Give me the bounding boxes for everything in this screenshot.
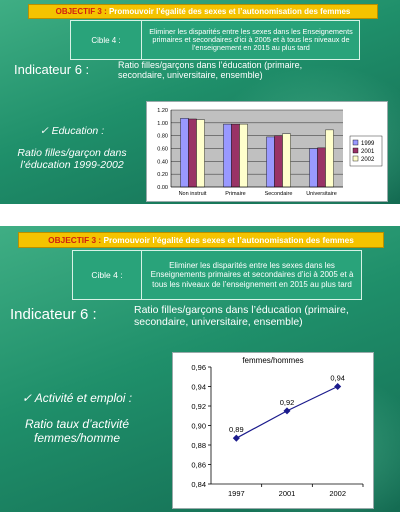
y-tick-label: 1.00 bbox=[157, 121, 168, 127]
side-heading: ✓ Activité et emploi : bbox=[21, 391, 133, 405]
target-text: Eliminer les disparités entre les sexes … bbox=[149, 26, 353, 53]
bar bbox=[282, 133, 291, 188]
bar-chart: 0.00 0.20 0.40 0.60 0.80 1.00 1.20 Non instruit… bbox=[157, 108, 383, 197]
y-tick-label: 0,90 bbox=[191, 422, 206, 431]
bar bbox=[325, 129, 334, 188]
side-heading: ✓ Education : bbox=[39, 125, 105, 137]
target-box: Cible 4 : Eliminer les disparités entre … bbox=[70, 20, 360, 60]
y-tick-label: 0.80 bbox=[157, 134, 168, 140]
bar bbox=[317, 147, 326, 188]
target-label: Cible 4 : bbox=[71, 21, 142, 59]
chart-title: femmes/hommes bbox=[242, 356, 303, 365]
x-tick-label: Universitaire bbox=[306, 191, 337, 197]
side-caption: ✓ Education : Ratio filles/garçon dans l… bbox=[8, 125, 136, 171]
data-label: 0,89 bbox=[229, 425, 244, 434]
bar bbox=[188, 118, 197, 188]
y-tick-label: 0,92 bbox=[191, 402, 206, 411]
y-tick-label: 0,86 bbox=[191, 461, 206, 470]
slide-education: OBJECTIF 3 : Promouvoir l’égalité des se… bbox=[0, 0, 400, 204]
bar-chart-panel: 0.00 0.20 0.40 0.60 0.80 1.00 1.20 Non instruit… bbox=[146, 101, 388, 202]
bar bbox=[231, 123, 240, 188]
x-tick-label: Primaire bbox=[225, 191, 245, 197]
x-tick-label: Non instruit bbox=[179, 191, 207, 197]
target-box: Cible 4 : Eliminer les disparités entre … bbox=[72, 250, 362, 300]
legend: 1999 2001 2002 bbox=[349, 135, 383, 167]
objective-text: Promouvoir l’égalité des sexes et l’auto… bbox=[101, 235, 354, 245]
data-point bbox=[283, 407, 291, 415]
legend-swatch bbox=[352, 139, 359, 146]
y-tick-label: 0.20 bbox=[157, 172, 168, 178]
indicator-description: Ratio filles/garçons dans l’éducation (p… bbox=[118, 60, 303, 81]
target-label: Cible 4 : bbox=[73, 251, 142, 299]
y-tick-label: 1.20 bbox=[157, 108, 168, 114]
y-tick-label: 0,94 bbox=[191, 383, 206, 392]
bar bbox=[196, 119, 205, 188]
y-tick-label: 0,88 bbox=[191, 441, 206, 450]
data-label: 0,92 bbox=[280, 398, 295, 407]
x-tick-label: Secondaire bbox=[265, 191, 293, 197]
y-tick-label: 0.60 bbox=[157, 147, 168, 153]
legend-swatch bbox=[352, 155, 359, 162]
line-chart: femmes/hommes 0,84 0,86 0,88 0,90 0,92 0,94 0,9… bbox=[191, 356, 364, 498]
y-tick-label: 0.00 bbox=[157, 185, 168, 191]
legend-label: 2002 bbox=[361, 157, 375, 163]
x-tick-label: 2002 bbox=[329, 489, 346, 498]
indicator-title: Indicateur 6 : bbox=[10, 306, 97, 323]
x-tick-label: 1997 bbox=[228, 489, 245, 498]
indicator-title: Indicateur 6 : bbox=[14, 62, 90, 77]
bar bbox=[223, 123, 232, 188]
objective-banner: OBJECTIF 3 : Promouvoir l’égalité des se… bbox=[18, 232, 384, 248]
line-chart-panel: femmes/hommes 0,84 0,86 0,88 0,90 0,92 0,94 0,9… bbox=[172, 352, 374, 509]
data-point bbox=[334, 382, 342, 391]
legend-label: 2001 bbox=[361, 149, 375, 155]
bar bbox=[180, 118, 189, 188]
bar bbox=[309, 148, 318, 188]
slide-employment: OBJECTIF 3 : Promouvoir l’égalité des se… bbox=[0, 226, 400, 512]
y-tick-label: 0,96 bbox=[191, 363, 206, 372]
side-text: Ratio filles/garçon dans l’éducation 199… bbox=[17, 147, 127, 171]
x-tick-label: 2001 bbox=[279, 489, 296, 498]
y-tick-label: 0.40 bbox=[157, 159, 168, 165]
bar bbox=[239, 123, 248, 188]
bar bbox=[274, 135, 283, 188]
objective-text: Promouvoir l’égalité des sexes et l’auto… bbox=[106, 7, 351, 16]
objective-prefix: OBJECTIF 3 : bbox=[55, 7, 107, 16]
y-tick-label: 0,84 bbox=[191, 480, 206, 489]
side-text: Ratio taux d’activité femmes/homme bbox=[24, 417, 130, 445]
bar bbox=[266, 136, 275, 188]
legend-label: 1999 bbox=[361, 141, 375, 147]
legend-swatch bbox=[352, 147, 359, 154]
indicator-description: Ratio filles/garçons dans l’éducation (p… bbox=[134, 304, 349, 329]
data-point bbox=[232, 434, 240, 442]
data-label: 0,94 bbox=[330, 374, 345, 383]
target-text: Eliminer les disparités entre les sexes … bbox=[150, 261, 354, 289]
objective-prefix: OBJECTIF 3 : bbox=[48, 235, 102, 245]
objective-banner: OBJECTIF 3 : Promouvoir l’égalité des se… bbox=[28, 4, 378, 19]
side-caption: ✓ Activité et emploi : Ratio taux d’acti… bbox=[2, 391, 152, 445]
